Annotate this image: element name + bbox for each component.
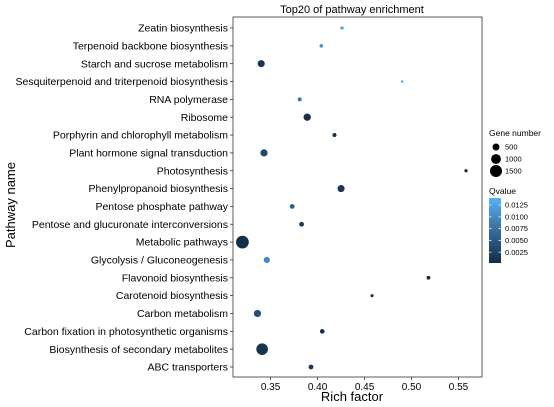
data-point bbox=[260, 149, 268, 157]
data-point bbox=[337, 185, 345, 193]
size-legend-label: 1500 bbox=[505, 167, 522, 176]
y-tick-label: Metabolic pathways bbox=[136, 237, 228, 249]
qvalue-colorbar bbox=[489, 198, 501, 263]
y-tick-label: Flavonoid biosynthesis bbox=[122, 272, 228, 284]
data-point bbox=[297, 97, 302, 102]
y-tick-label: Biosynthesis of secondary metabolites bbox=[49, 344, 228, 356]
data-point bbox=[256, 343, 268, 355]
y-axis: Zeatin biosynthesis Terpenoid backbone bi… bbox=[16, 23, 233, 374]
y-tick-label: Sesquiterpenoid and triterpenoid biosynt… bbox=[16, 76, 228, 88]
data-point bbox=[303, 113, 311, 121]
y-tick-label: Pentose and glucuronate interconversions bbox=[32, 219, 228, 231]
x-tick-label: 0.40 bbox=[308, 382, 328, 393]
gene-number-legend: Gene number 500 1000 1500 bbox=[489, 128, 541, 178]
colorbar-label: 0.0100 bbox=[505, 212, 528, 221]
data-point bbox=[319, 329, 325, 334]
y-tick-label: Photosynthesis bbox=[157, 165, 228, 177]
y-tick-label: Porphyrin and chlorophyll metabolism bbox=[53, 130, 228, 142]
y-tick-label: Carotenoid biosynthesis bbox=[116, 290, 228, 302]
chart-title: Top20 of pathway enrichment bbox=[280, 4, 424, 16]
y-tick-label: Carbon fixation in photosynthetic organi… bbox=[24, 326, 228, 338]
x-tick-label: 0.55 bbox=[449, 382, 469, 393]
gene-number-legend-title: Gene number bbox=[489, 128, 541, 138]
y-tick-label: Ribosome bbox=[181, 112, 228, 124]
colorbar-label: 0.0050 bbox=[505, 236, 528, 245]
y-axis-title: Pathway name bbox=[3, 162, 18, 248]
data-point bbox=[332, 133, 337, 138]
data-point bbox=[319, 44, 324, 48]
y-tick-label: Phenylpropanoid biosynthesis bbox=[88, 183, 228, 195]
y-tick-label: Carbon metabolism bbox=[137, 308, 228, 320]
y-tick-label: Pentose phosphate pathway bbox=[95, 201, 228, 213]
data-point bbox=[340, 26, 344, 30]
colorbar-label: 0.0025 bbox=[505, 248, 528, 257]
qvalue-legend-title: Qvalue bbox=[489, 186, 516, 196]
data-point bbox=[257, 60, 265, 68]
colorbar-label: 0.0125 bbox=[505, 201, 528, 210]
data-point bbox=[253, 309, 262, 318]
size-legend-dot bbox=[489, 164, 503, 178]
x-tick-label: 0.45 bbox=[355, 382, 375, 393]
data-point bbox=[235, 235, 249, 249]
x-tick-label: 0.35 bbox=[261, 382, 281, 393]
data-point bbox=[370, 294, 374, 298]
size-legend-dot bbox=[492, 143, 500, 151]
y-tick-label: ABC transporters bbox=[147, 362, 228, 374]
plot-panel bbox=[232, 16, 483, 378]
y-tick-label: Terpenoid backbone biosynthesis bbox=[73, 40, 228, 52]
data-point bbox=[464, 169, 468, 173]
data-point bbox=[400, 80, 404, 83]
size-legend-label: 500 bbox=[505, 143, 518, 152]
y-tick-label: RNA polymerase bbox=[149, 94, 228, 106]
x-axis-title: Rich factor bbox=[321, 389, 384, 404]
data-point bbox=[289, 204, 295, 209]
y-tick-label: Zeatin biosynthesis bbox=[138, 23, 228, 35]
data-points bbox=[235, 26, 468, 370]
data-point bbox=[263, 256, 270, 264]
size-legend-label: 1000 bbox=[505, 155, 522, 164]
y-tick-label: Starch and sucrose metabolism bbox=[81, 58, 228, 70]
qvalue-legend: Qvalue 0.0125 0.0100 0.0075 0.0050 0.0025 bbox=[489, 186, 528, 263]
y-tick-label: Plant hormone signal transduction bbox=[69, 147, 228, 159]
x-tick-label: 0.50 bbox=[402, 382, 422, 393]
size-legend-dot bbox=[491, 154, 501, 164]
data-point bbox=[426, 275, 431, 280]
x-axis: 0.35 0.40 0.45 0.50 0.55 bbox=[261, 377, 469, 393]
data-point bbox=[299, 221, 304, 227]
data-point bbox=[308, 364, 314, 370]
colorbar-label: 0.0075 bbox=[505, 224, 528, 233]
y-tick-label: Glycolysis / Gluconeogenesis bbox=[91, 255, 228, 267]
